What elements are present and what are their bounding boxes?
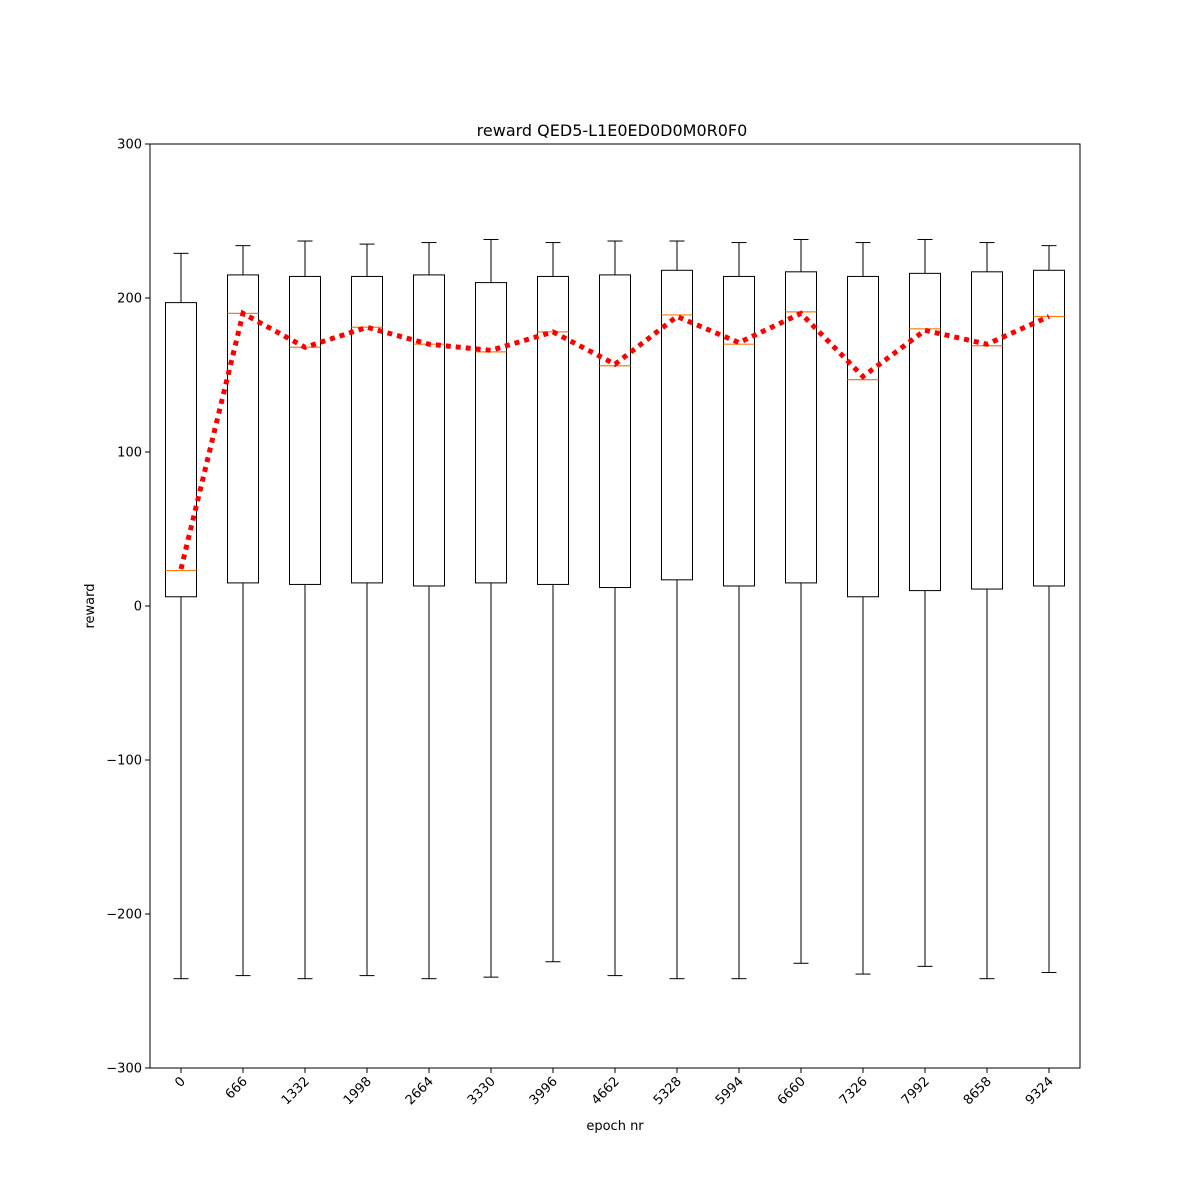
box-8658 <box>971 242 1003 980</box>
box-iqr <box>351 275 383 584</box>
box-5328 <box>661 240 693 980</box>
box-iqr <box>289 275 321 585</box>
y-tick-label: 100 <box>117 446 142 461</box>
box-1332 <box>289 240 321 980</box>
y-tick-label: 300 <box>117 138 142 153</box>
box-2664 <box>413 242 445 980</box>
box-9324 <box>1033 245 1065 974</box>
box-4662 <box>599 240 631 977</box>
box-iqr <box>475 282 507 584</box>
box-iqr <box>909 272 941 592</box>
box-iqr <box>847 275 879 598</box>
box-7326 <box>847 242 879 975</box>
y-tick-label: 0 <box>134 600 142 615</box>
box-7992 <box>909 238 941 967</box>
box-iqr <box>661 269 693 581</box>
x-axis-label: epoch nr <box>586 1119 644 1134</box>
box-iqr <box>227 274 259 584</box>
box-6660 <box>785 238 817 964</box>
y-tick-label: 200 <box>117 292 142 307</box>
box-iqr <box>1033 269 1065 587</box>
box-iqr <box>537 275 569 585</box>
trend-line <box>178 309 1051 570</box>
box-666 <box>227 245 259 977</box>
y-tick-label: −300 <box>106 1062 142 1077</box>
chart-title: reward QED5-L1E0ED0D0M0R0F0 <box>477 121 748 140</box>
box-1998 <box>351 243 383 977</box>
box-0 <box>165 252 197 980</box>
box-iqr <box>785 271 817 584</box>
y-tick-label: −200 <box>106 908 142 923</box>
plot-area <box>165 238 1065 980</box>
box-3330 <box>475 238 507 978</box>
box-iqr <box>971 271 1003 590</box>
box-iqr <box>723 275 755 587</box>
box-iqr <box>165 302 197 598</box>
y-axis: −300 −200 −100 0 100 200 300 <box>106 138 150 1077</box>
box-5994 <box>723 242 755 980</box>
y-tick-label: −100 <box>106 754 142 769</box>
box-3996 <box>537 242 569 963</box>
box-iqr <box>599 274 631 589</box>
box-iqr <box>413 274 445 587</box>
y-axis-label: reward <box>83 583 98 628</box>
